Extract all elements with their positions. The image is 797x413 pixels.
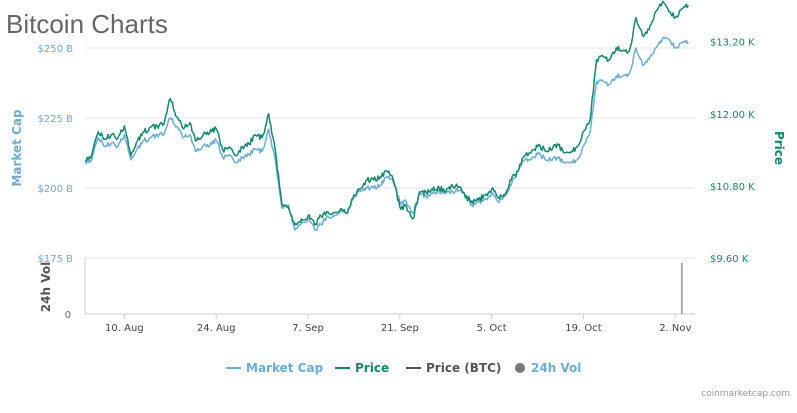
y-axis-right-ticks: $9.60 K $10.80 K $12.00 K $13.20 K: [710, 38, 755, 265]
x-axis-ticks: 10. Aug 24. Aug 7. Sep 21. Sep 5. Oct 19. Oct…: [105, 314, 692, 334]
y-right-tick-label: $12.00 K: [710, 110, 755, 121]
y-axis-right-label: Price: [772, 131, 786, 165]
y-left-tick-label: $175 B: [38, 254, 74, 265]
y-left-tick-label: $250 B: [38, 44, 74, 55]
x-tick-label: 5. Oct: [477, 323, 507, 334]
x-tick-label: 24. Aug: [197, 323, 236, 334]
legend-label: Price (BTC): [426, 361, 501, 375]
series-layer: [84, 0, 690, 231]
volume-axis-label: 24h Vol: [39, 262, 53, 312]
y-right-tick-label: $13.20 K: [710, 38, 755, 49]
legend-item-24h-vol[interactable]: 24h Vol: [515, 361, 581, 375]
legend-label: Market Cap: [246, 361, 324, 375]
credit-text[interactable]: coinmarketcap.com: [701, 389, 790, 399]
y-left-tick-label: $225 B: [38, 114, 74, 125]
volume-axis-ticks: 0: [65, 310, 71, 321]
x-tick-label: 19. Oct: [565, 323, 601, 334]
legend-item-market-cap[interactable]: Market Cap: [226, 361, 324, 375]
volume-tick-label: 0: [65, 310, 71, 321]
chart-title: Bitcoin Charts: [6, 9, 168, 39]
legend-label: Price: [355, 361, 389, 375]
y-right-tick-label: $10.80 K: [710, 182, 755, 193]
series-line-market-cap: [84, 36, 689, 231]
legend-item-price[interactable]: Price: [335, 361, 389, 375]
x-tick-label: 10. Aug: [105, 323, 144, 334]
x-tick-label: 2. Nov: [659, 323, 691, 334]
legend: Market Cap Price Price (BTC) 24h Vol: [226, 361, 581, 375]
legend-label: 24h Vol: [531, 361, 581, 375]
grid-lines: [85, 47, 695, 259]
legend-swatch: [515, 363, 525, 373]
y-right-tick-label: $9.60 K: [710, 254, 749, 265]
legend-item-price-btc-[interactable]: Price (BTC): [406, 361, 501, 375]
y-left-tick-label: $200 B: [38, 184, 74, 195]
x-tick-label: 21. Sep: [381, 323, 419, 334]
x-tick-label: 7. Sep: [292, 323, 324, 334]
y-axis-left-label: Market Cap: [10, 109, 24, 187]
y-axis-left-ticks: $175 B $200 B $225 B $250 B: [38, 44, 74, 265]
series-line-price: [84, 0, 690, 226]
